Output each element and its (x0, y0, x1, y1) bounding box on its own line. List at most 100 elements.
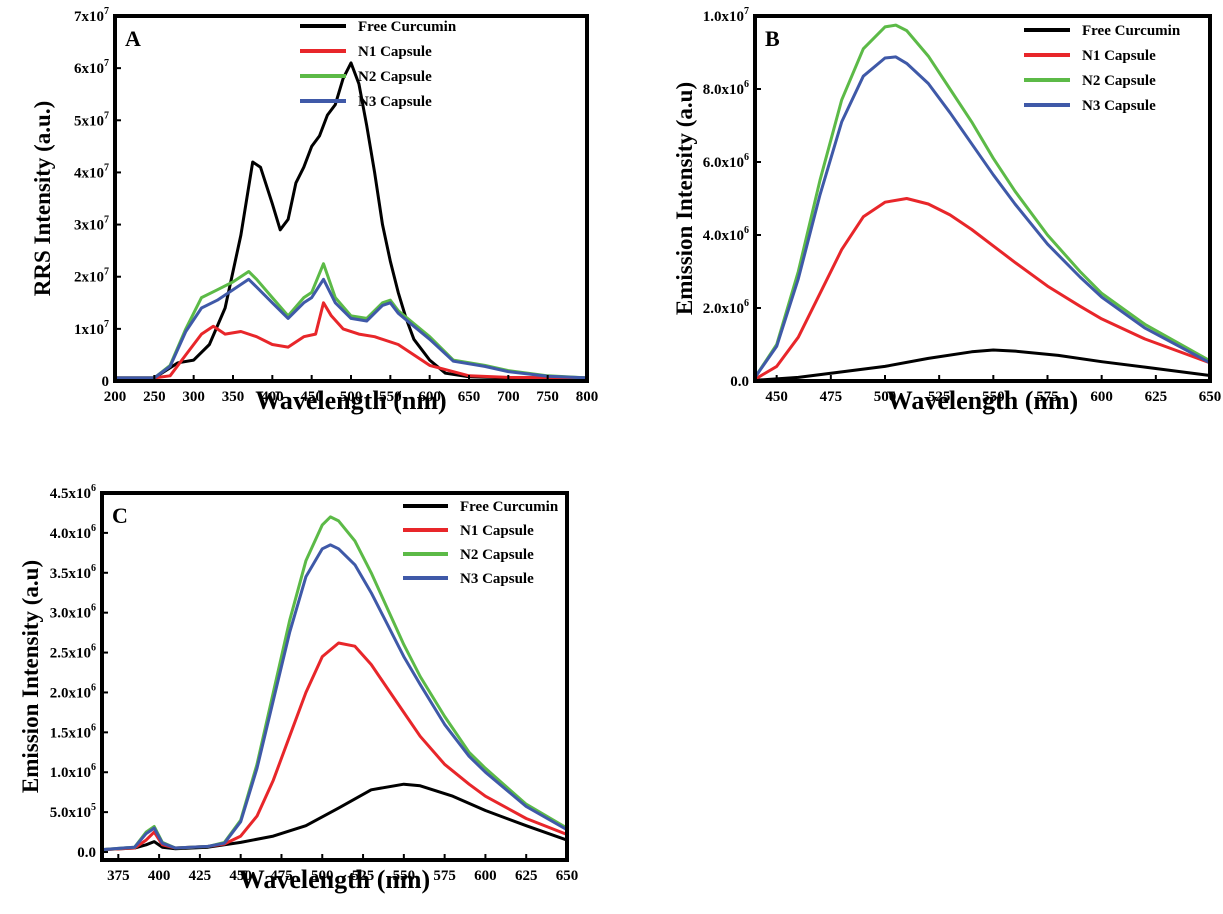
x-tick-label: 575 (433, 868, 456, 884)
x-tick-label: 575 (1036, 389, 1059, 405)
legend-label: N3 Capsule (1082, 98, 1156, 114)
x-tick-label: 450 (229, 868, 252, 884)
x-tick-label: 650 (458, 389, 481, 405)
x-tick-label: 525 (928, 389, 951, 405)
x-tick-label: 650 (1199, 389, 1222, 405)
y-axis-label: RRS Intensity (a.u.) (30, 101, 55, 297)
y-axis-label: Emission Intensity (a.u) (672, 82, 697, 315)
series-line-n3-capsule (102, 543, 567, 852)
y-tick-label: 2x107 (74, 267, 109, 286)
series-line-n1-capsule (755, 197, 1210, 381)
x-tick-label: 250 (143, 389, 166, 405)
panel-b: 450 475 500 525 550 575 600 625 650 0.0 2.0x106 4.0… (672, 6, 1221, 415)
x-tick-label: 500 (311, 868, 334, 884)
x-tick-label: 700 (497, 389, 520, 405)
x-axis-label: Wavelength (nm) (887, 386, 1078, 415)
panel-a: 200 250 300 350 400 450 500 550 600 650 700 750 800 0… (30, 6, 598, 415)
plot-frame (753, 14, 1212, 383)
y-tick-label: 6.0x106 (703, 152, 749, 171)
y-tick-label: 4.5x106 (50, 483, 96, 502)
y-tick-label: 1.0x107 (703, 6, 749, 25)
panel-label: A (125, 26, 141, 51)
x-tick-label: 475 (820, 389, 843, 405)
y-tick-label: 6x107 (74, 58, 109, 77)
x-tick-label: 400 (261, 389, 284, 405)
legend: Free Curcumin N1 Capsule N2 Capsule N3 Caps… (300, 19, 457, 110)
y-tick-label: 4.0x106 (703, 225, 749, 244)
legend-label: N1 Capsule (1082, 48, 1156, 64)
y-tick-label: 8.0x106 (703, 79, 749, 98)
x-tick-label: 625 (1145, 389, 1168, 405)
y-tick-label: 3.0x106 (50, 603, 96, 622)
legend-label: N1 Capsule (358, 44, 432, 60)
y-tick-label: 5.0x105 (50, 802, 96, 821)
panel-c: 375 400 425 450 475 500 525 550 575 600 625 650 0.0 5… (18, 483, 578, 894)
x-tick-label: 500 (340, 389, 363, 405)
y-tick-label: 7x107 (74, 6, 109, 25)
panel-label: C (112, 503, 128, 528)
legend-label: Free Curcumin (1082, 23, 1181, 39)
x-tick-label: 750 (536, 389, 559, 405)
x-tick-label: 425 (189, 868, 212, 884)
series-line-free-curcumin (102, 782, 567, 852)
x-tick-label: 625 (515, 868, 538, 884)
legend-label: N2 Capsule (1082, 73, 1156, 89)
legend-label: N3 Capsule (460, 571, 534, 587)
legend-label: Free Curcumin (358, 19, 457, 35)
y-axis-label: Emission Intensity (a.u) (18, 560, 43, 793)
x-tick-label: 800 (576, 389, 599, 405)
panel-label: B (765, 26, 780, 51)
y-tick-label: 3x107 (74, 215, 109, 234)
x-tick-label: 600 (1090, 389, 1113, 405)
y-tick-label: 0.0 (730, 374, 749, 390)
x-tick-label: 450 (765, 389, 788, 405)
x-tick-label: 500 (874, 389, 897, 405)
x-tick-label: 350 (222, 389, 245, 405)
series-line-free-curcumin (755, 348, 1210, 381)
y-tick-label: 1.5x106 (50, 722, 96, 741)
series-line-n3-capsule (755, 55, 1210, 379)
y-tick-label: 1x107 (74, 319, 109, 338)
legend: Free Curcumin N1 Capsule N2 Capsule N3 Caps… (403, 499, 559, 587)
legend-label: N1 Capsule (460, 523, 534, 539)
x-tick-label: 550 (379, 389, 402, 405)
y-tick-label: 0 (102, 374, 110, 390)
y-tick-label: 2.0x106 (50, 682, 96, 701)
x-tick-label: 200 (104, 389, 127, 405)
x-tick-label: 525 (352, 868, 375, 884)
legend: Free Curcumin N1 Capsule N2 Capsule N3 Caps… (1024, 23, 1181, 114)
series-group (102, 515, 567, 852)
y-tick-label: 2.0x106 (703, 298, 749, 317)
x-tick-label: 400 (148, 868, 171, 884)
x-axis-label: Wavelength (nm) (255, 386, 446, 415)
x-axis-label: Wavelength (nm) (239, 865, 430, 894)
series-line-n2-capsule (102, 515, 567, 852)
x-tick-label: 475 (270, 868, 293, 884)
x-tick-label: 600 (474, 868, 497, 884)
x-tick-label: 375 (107, 868, 130, 884)
y-tick-label: 4x107 (74, 162, 109, 181)
y-tick-label: 0.0 (77, 845, 96, 861)
x-tick-label: 550 (982, 389, 1005, 405)
y-tick-label: 5x107 (74, 110, 109, 129)
x-tick-label: 650 (556, 868, 579, 884)
y-tick-label: 2.5x106 (50, 643, 96, 662)
series-group (115, 61, 587, 380)
legend-label: N2 Capsule (460, 547, 534, 563)
y-tick-label: 4.0x106 (50, 523, 96, 542)
series-line-n3-capsule (115, 277, 587, 380)
series-group (755, 23, 1210, 381)
series-line-n1-capsule (115, 301, 587, 380)
plot-frame (100, 491, 569, 862)
x-tick-label: 450 (300, 389, 323, 405)
series-line-n1-capsule (102, 641, 567, 852)
x-tick-label: 600 (418, 389, 441, 405)
series-line-n2-capsule (755, 23, 1210, 379)
legend-label: N3 Capsule (358, 94, 432, 110)
legend-label: Free Curcumin (460, 499, 559, 515)
x-tick-label: 300 (182, 389, 205, 405)
y-tick-label: 1.0x106 (50, 762, 96, 781)
x-tick-label: 550 (393, 868, 416, 884)
y-tick-label: 3.5x106 (50, 563, 96, 582)
